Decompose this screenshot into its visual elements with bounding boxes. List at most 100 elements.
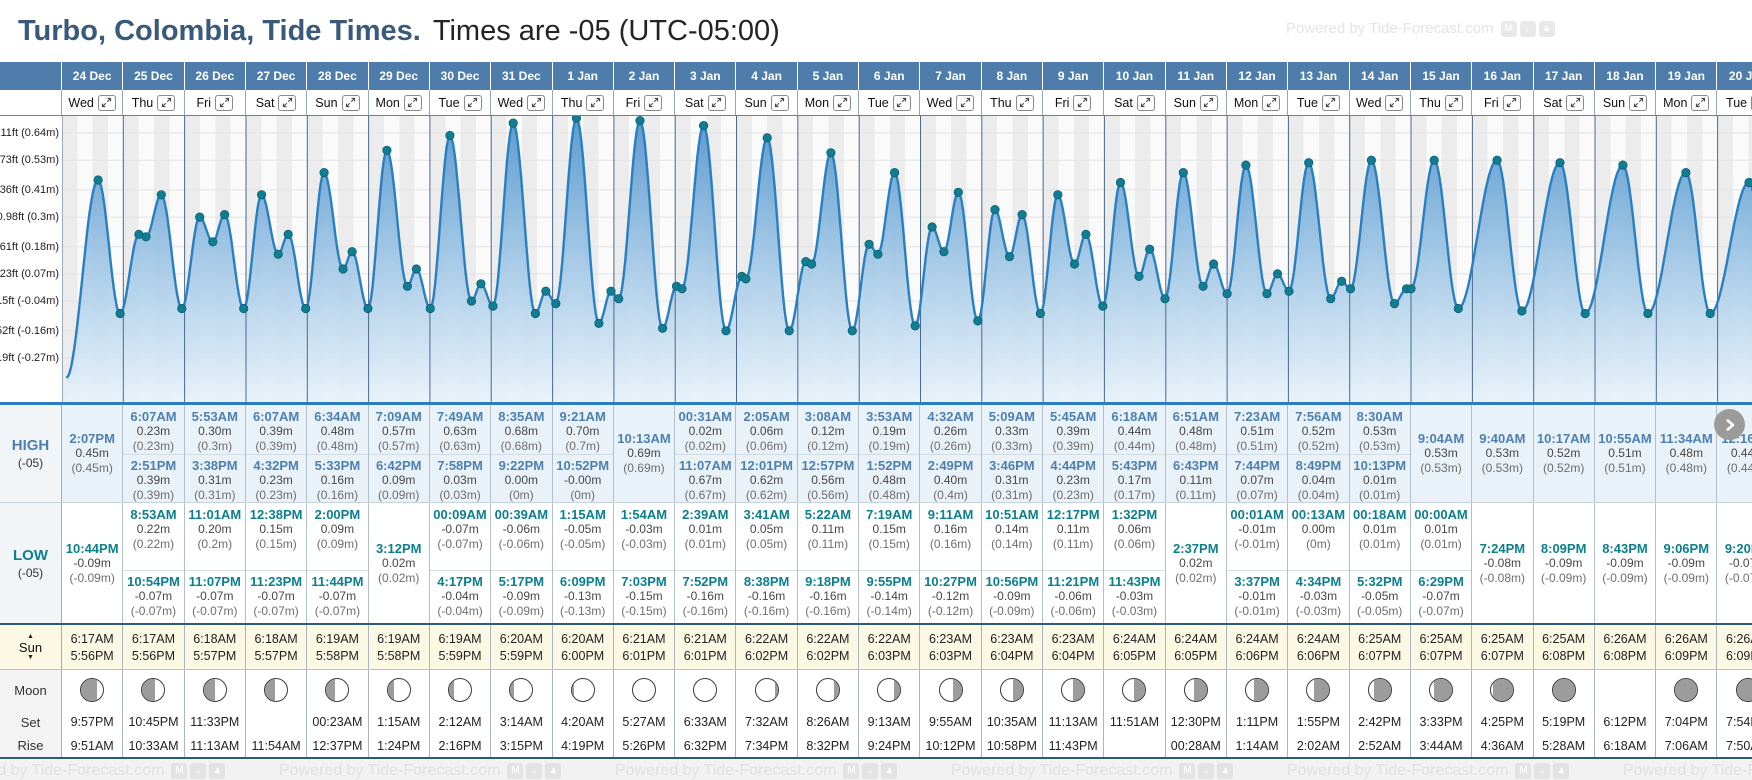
sunset-time: 6:04PM [990, 648, 1034, 663]
expand-day-button[interactable] [97, 94, 116, 111]
moon-lit-portion [571, 679, 574, 701]
expand-day-button[interactable] [215, 94, 234, 111]
tide-extreme-dot [1492, 155, 1502, 165]
tide-extreme-dot [1272, 269, 1283, 279]
expand-day-button[interactable] [956, 94, 975, 111]
high-height-paren: (0.39m) [1052, 439, 1094, 453]
high-height-m: 0.23m [1056, 473, 1090, 487]
expand-day-button[interactable] [341, 94, 360, 111]
expand-day-button[interactable] [527, 94, 546, 111]
high-height-m: 0.53m [1485, 446, 1520, 460]
moonset-time-cell: 1:15AM [369, 710, 430, 734]
expand-day-button[interactable] [1385, 94, 1404, 111]
high-time: 5:33PM [314, 458, 361, 473]
expand-day-button[interactable] [1262, 94, 1281, 111]
low-height-m: 0.05m [749, 522, 784, 536]
high-time: 11:07AM [678, 458, 732, 473]
high-tide-cell: 8:30AM 0.53m (0.53m) 10:13PM 0.01m (0.01m) [1349, 405, 1411, 502]
expand-day-button[interactable] [707, 94, 726, 111]
high-tide-entry: 6:18AM 0.44m (0.44m) [1104, 409, 1164, 454]
high-tide-cell: 7:09AM 0.57m (0.57m) 6:42PM 0.09m (0.09m) [368, 405, 430, 502]
tide-extreme-dot [1053, 190, 1063, 200]
expand-day-button[interactable] [644, 94, 663, 111]
high-tide-entry: 9:04AM 0.53m (0.53m) [1411, 431, 1471, 476]
sunrise-time: 6:23AM [990, 631, 1034, 646]
high-tide-cell: 2:07PM 0.45m (0.45m) [62, 405, 124, 502]
expand-day-button[interactable] [1444, 94, 1463, 111]
low-time: 5:32PM [1356, 574, 1403, 589]
moon-lit-portion [265, 679, 275, 701]
low-tide-entry: 9:55PM -0.14m (-0.14m) [859, 570, 920, 619]
moonset-time-cell: 5:19PM [1534, 710, 1595, 734]
moonrise-time-cell: 11:43PM [1043, 734, 1105, 757]
low-height-m: -0.07m [196, 589, 234, 603]
date-header: 7 Jan [920, 62, 982, 90]
low-time: 00:09AM [433, 507, 487, 522]
high-tide-entry: 2:07PM 0.45m (0.45m) [62, 431, 122, 476]
high-time: 9:40AM [1479, 431, 1526, 446]
next-days-button[interactable] [1714, 409, 1745, 440]
sunrise-time: 6:22AM [745, 631, 789, 646]
expand-day-button[interactable] [403, 94, 422, 111]
high-height-paren: (0.23m) [132, 439, 175, 453]
low-tide-cell: 8:53AM 0.22m (0.22m) 10:54PM -0.07m (-0.07m) [123, 503, 185, 623]
high-height-m: 0.12m [811, 424, 845, 438]
high-time: 10:17AM [1536, 431, 1591, 446]
low-tide-entry: 4:34PM -0.03m (-0.03m) [1288, 570, 1349, 619]
low-tide-entry: 00:13AM 0.00m (0m) [1288, 507, 1348, 552]
weekday-cell: Tue [1717, 90, 1752, 115]
low-height-m: -0.05m [563, 522, 602, 536]
weekday-cell: Fri [1472, 90, 1534, 115]
high-height-paren: (0.3m) [197, 439, 233, 453]
sunset-time: 5:59PM [438, 648, 482, 663]
high-height-paren: (0.51m) [1604, 461, 1646, 475]
expand-day-button[interactable] [157, 94, 176, 111]
moonset-time-cell: 7:04PM [1656, 710, 1718, 734]
expand-day-button[interactable] [586, 94, 605, 111]
high-tide-entry: 9:22PM 0.00m (0m) [491, 454, 552, 503]
moonrise-time-cell: 2:52AM [1350, 734, 1411, 757]
expand-day-button[interactable] [1199, 94, 1218, 111]
weekday-cell: Sun [307, 90, 369, 115]
sunrise-time: 6:25AM [1419, 631, 1463, 646]
moonset-time-cell: 11:51AM [1104, 710, 1166, 734]
expand-day-button[interactable] [1691, 94, 1710, 111]
expand-day-button[interactable] [1502, 94, 1521, 111]
low-time: 9:18PM [805, 574, 851, 589]
weekday-label: Sat [255, 95, 275, 110]
y-axis-tick-label: 0.98ft (0.3m) [0, 211, 59, 224]
low-time: 00:18AM [1352, 507, 1407, 522]
low-time: 8:09PM [1540, 540, 1587, 556]
expand-icon [775, 97, 785, 108]
low-tide-cell: 12:38PM 0.15m (0.15m) 11:23PM -0.07m (-0.07m) [245, 503, 308, 623]
expand-day-button[interactable] [1073, 94, 1092, 111]
expand-day-button[interactable] [463, 94, 482, 111]
expand-day-button[interactable] [1629, 94, 1648, 111]
low-tide-entry: 7:24PM -0.08m (-0.08m) [1472, 541, 1532, 586]
sun-times-cell: 6:23AM 6:03PM [920, 625, 982, 669]
moon-phase-icon [80, 678, 105, 702]
date-header: 4 Jan [736, 62, 798, 90]
moon-lit-portion [1314, 679, 1330, 701]
sunrise-time: 6:19AM [438, 631, 482, 646]
tide-extreme-dot [1681, 167, 1691, 178]
tide-extreme-dot [1345, 284, 1356, 294]
high-time: 6:18AM [1111, 409, 1158, 424]
moon-lit-portion [1013, 679, 1023, 701]
high-tide-entry: 1:52PM 0.48m (0.48m) [859, 454, 920, 503]
high-height-paren: (0.48m) [1175, 439, 1217, 453]
expand-day-button[interactable] [770, 94, 789, 111]
tide-extreme-dot [1098, 301, 1108, 311]
expand-day-button[interactable] [892, 94, 911, 111]
expand-day-button[interactable] [833, 94, 852, 111]
expand-day-button[interactable] [1015, 94, 1034, 111]
high-height-paren: (0m) [570, 488, 595, 502]
low-height-m: -0.01m [1238, 589, 1276, 603]
expand-day-button[interactable] [1321, 94, 1340, 111]
date-header: 19 Jan [1656, 62, 1718, 90]
expand-day-button[interactable] [278, 94, 297, 111]
sunrise-time: 6:23AM [1051, 631, 1095, 646]
expand-day-button[interactable] [1136, 94, 1155, 111]
low-height-m: 0.01m [1424, 522, 1458, 536]
expand-day-button[interactable] [1566, 94, 1585, 111]
